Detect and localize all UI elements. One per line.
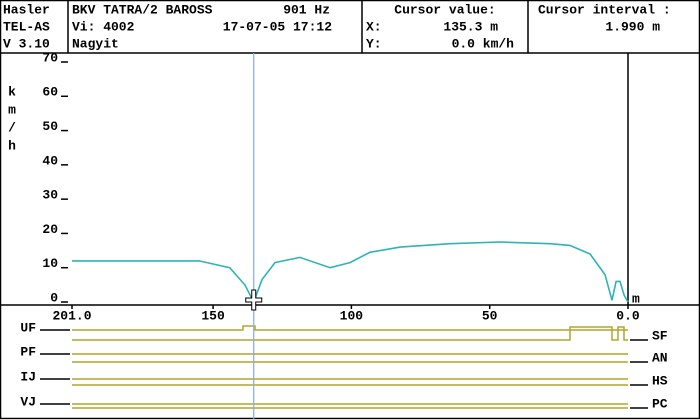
- cursor-x-label: X:: [366, 19, 382, 34]
- x-label: m: [632, 291, 640, 306]
- cursor-interval-title: Cursor interval :: [538, 2, 671, 17]
- x-tick-label: 50: [482, 308, 498, 323]
- signal-label: UF: [20, 320, 36, 335]
- signal-label: PC: [652, 396, 668, 411]
- mode: Nagyit: [72, 36, 119, 51]
- y-label: h: [8, 138, 16, 153]
- signal-trace: [72, 326, 628, 341]
- device: V 3.10: [3, 36, 50, 51]
- cursor-y-label: Y:: [366, 36, 382, 51]
- signal-label: AN: [652, 350, 668, 365]
- speed-line: [72, 241, 629, 304]
- x-tick-label: 100: [340, 308, 364, 323]
- cursor-x-value: 135.3 m: [443, 19, 498, 34]
- frequency: 901 Hz: [283, 2, 330, 17]
- device: TEL-AS: [3, 19, 50, 34]
- y-tick-label: 20: [42, 222, 58, 237]
- title: BKV TATRA/2 BAROSS: [72, 2, 213, 17]
- signal-traces: [72, 325, 628, 409]
- y-label: m: [8, 102, 16, 117]
- vi: Vi: 4002: [72, 19, 135, 34]
- cursor-y-value: 0.0 km/h: [452, 36, 515, 51]
- signal-label: VJ: [20, 394, 36, 409]
- signal-trace: [72, 325, 628, 331]
- y-tick-label: 50: [42, 119, 58, 134]
- datetime: 17-07-05 17:12: [223, 19, 332, 34]
- cursor-value-title: Cursor value:: [394, 2, 495, 17]
- cursor-interval-value: 1.990 m: [605, 19, 660, 34]
- y-label: /: [8, 120, 16, 135]
- x-tick-label: 201.0: [52, 308, 91, 323]
- signal-label: IJ: [20, 369, 36, 384]
- signal-label: HS: [652, 373, 668, 388]
- y-label: k: [8, 84, 16, 99]
- y-tick-label: 30: [42, 188, 58, 203]
- signal-label: SF: [652, 328, 668, 343]
- cursor-marker: [245, 289, 263, 311]
- y-tick-label: 60: [42, 85, 58, 100]
- y-tick-label: 40: [42, 153, 58, 168]
- x-tick-label: 0.0: [616, 308, 640, 323]
- y-tick-label: 0: [50, 290, 58, 305]
- y-tick-label: 70: [42, 50, 58, 65]
- x-tick-label: 150: [201, 308, 225, 323]
- y-tick-label: 10: [42, 256, 58, 271]
- signal-label: PF: [20, 344, 36, 359]
- device: Hasler: [3, 2, 50, 17]
